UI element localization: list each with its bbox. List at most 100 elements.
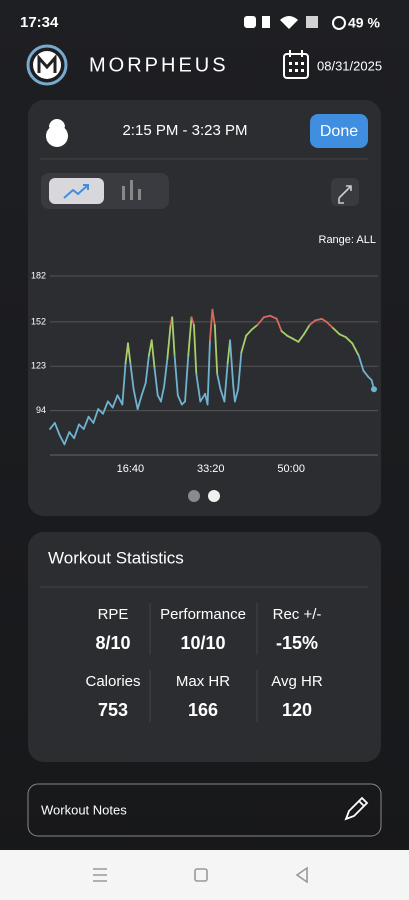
hr-line-segment	[351, 342, 360, 357]
edit-icon[interactable]	[344, 796, 369, 821]
status-time: 17:34	[20, 14, 59, 31]
stats-title: Workout Statistics	[48, 548, 184, 567]
stat-value: 10/10	[180, 633, 225, 653]
notes-box[interactable]	[27, 783, 382, 837]
logo	[26, 44, 68, 86]
y-tick-label: 123	[31, 361, 46, 371]
x-tick-label: 16:40	[117, 463, 145, 475]
hr-line-segment	[245, 328, 253, 337]
date[interactable]: 08/31/2025	[317, 58, 382, 73]
hr-line-segment	[308, 319, 317, 326]
nav-back[interactable]	[295, 866, 308, 884]
hr-line-segment	[187, 316, 193, 357]
hr-line-segment	[160, 385, 166, 403]
logo-m	[37, 54, 57, 73]
stat-value: 8/10	[95, 633, 130, 653]
hr-line-segment	[269, 314, 278, 320]
hr-line-segment	[153, 366, 159, 397]
hr-line-segment	[140, 382, 147, 397]
nav-menu[interactable]	[93, 868, 107, 882]
notes-placeholder[interactable]: Workout Notes	[41, 802, 127, 817]
hr-line-segment	[275, 317, 283, 332]
hr-line-segment	[211, 308, 216, 326]
hr-line-segment	[63, 431, 71, 446]
hr-line-segment	[297, 333, 305, 343]
status-icons	[244, 16, 346, 30]
hr-line-segment	[68, 431, 76, 440]
hr-line-segment	[176, 394, 183, 406]
done-button[interactable]	[310, 114, 368, 148]
stat-value: 166	[188, 700, 218, 720]
hr-end-dot	[370, 386, 377, 393]
hr-line-segment	[229, 339, 235, 388]
hr-line-segment	[223, 362, 229, 403]
stat-label: Performance	[160, 606, 246, 623]
page-dot[interactable]	[188, 490, 200, 502]
expand-icon	[338, 185, 352, 204]
hr-line-segment	[237, 351, 243, 391]
hr-line-segment	[314, 317, 323, 322]
hr-line-segment	[173, 354, 179, 397]
nav-home[interactable]	[194, 868, 208, 882]
hr-line-segment	[82, 415, 90, 430]
hr-line-segment	[291, 337, 300, 343]
hr-line-segment	[357, 354, 365, 372]
hr-line-segment	[106, 400, 114, 409]
hr-line-segment	[144, 354, 150, 384]
hr-line-segment	[111, 394, 119, 409]
hr-line-segment	[171, 316, 176, 357]
done-label[interactable]: Done	[320, 123, 358, 140]
hr-line-segment	[216, 373, 222, 391]
hr-line-segment	[121, 362, 127, 406]
hr-line-segment	[166, 324, 172, 360]
hr-line-segment	[256, 316, 265, 326]
hr-line-segment	[102, 400, 109, 415]
hr-line-segment	[195, 373, 202, 403]
hr-line-segment	[49, 421, 56, 430]
battery: 49 %	[348, 15, 380, 31]
hr-line-segment	[58, 434, 66, 446]
time-range: 2:15 PM - 3:23 PM	[122, 122, 247, 139]
hr-line-segment	[209, 308, 214, 342]
line-view-button[interactable]	[49, 178, 104, 204]
stat-value: -15%	[276, 633, 318, 653]
hr-line-segment	[303, 324, 311, 336]
y-tick-label: 182	[31, 270, 46, 280]
hr-line-segment	[240, 334, 248, 354]
hr-line-segment	[193, 324, 198, 375]
page-dot-active[interactable]	[208, 490, 220, 502]
hr-line-segment	[250, 324, 259, 331]
hr-line-segment	[97, 408, 104, 415]
x-tick-label: 33:20	[197, 463, 225, 475]
app-name: MORPHEUS	[89, 54, 229, 76]
hr-line-segment	[184, 354, 190, 403]
calendar-icon[interactable]	[283, 50, 309, 79]
stat-value: 120	[282, 700, 312, 720]
kettlebell-icon	[46, 119, 68, 147]
hr-line-segment	[362, 369, 370, 378]
hr-line-segment	[325, 320, 334, 329]
hr-line-segment	[87, 415, 95, 424]
hr-line-segment	[92, 408, 100, 424]
stat-label: Calories	[85, 673, 140, 690]
stats-card	[28, 532, 381, 762]
y-tick-label: 152	[31, 316, 46, 326]
x-tick-label: 50:00	[277, 463, 305, 475]
hr-line-segment	[190, 316, 195, 326]
hr-line-segment	[338, 333, 347, 339]
hr-line-segment	[163, 357, 169, 388]
hr-line-segment	[280, 330, 289, 337]
hr-line-segment	[232, 385, 236, 403]
hr-line-segment	[320, 317, 328, 323]
stat-label: Rec +/-	[273, 606, 322, 623]
stat-label: RPE	[98, 606, 129, 623]
y-tick-label: 94	[36, 405, 46, 415]
range-label[interactable]: Range: ALL	[319, 234, 377, 246]
hr-line-segment	[213, 324, 219, 375]
hr-line-segment	[73, 423, 80, 440]
hr-line-segment	[136, 394, 143, 411]
hr-line-segment	[129, 362, 135, 391]
bar-view-icon[interactable]	[122, 180, 141, 200]
hr-line-segment	[234, 388, 240, 403]
